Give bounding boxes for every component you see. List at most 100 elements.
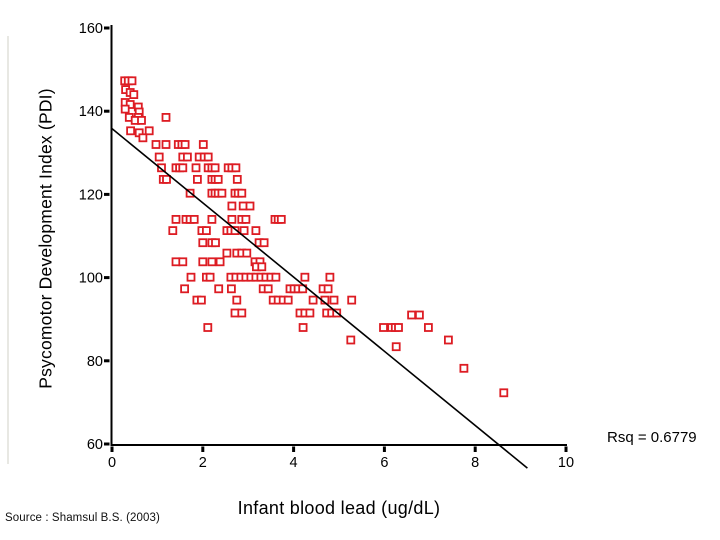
scatter-point bbox=[189, 214, 199, 224]
scatter-point bbox=[257, 262, 267, 272]
scatter-point bbox=[347, 295, 357, 305]
scatter-point bbox=[237, 308, 247, 318]
scatter-point bbox=[251, 226, 261, 236]
scatter-point bbox=[499, 388, 509, 398]
scatter-point bbox=[300, 272, 310, 282]
scatter-point bbox=[207, 214, 217, 224]
scatter-point bbox=[198, 238, 208, 248]
x-tick-label: 2 bbox=[199, 455, 207, 471]
scatter-point bbox=[192, 174, 202, 184]
slide-edge-line bbox=[7, 36, 9, 464]
scatter-point bbox=[230, 226, 240, 236]
scatter-point bbox=[137, 116, 146, 125]
scatter-point bbox=[298, 323, 308, 332]
scatter-point bbox=[459, 363, 469, 373]
scatter-point bbox=[191, 163, 201, 173]
scatter-point bbox=[178, 163, 188, 173]
scatter-point bbox=[217, 188, 227, 198]
rsq-annotation: Rsq = 0.6779 bbox=[607, 429, 697, 446]
scatter-point bbox=[414, 310, 424, 320]
y-tick-label: 160 bbox=[79, 21, 103, 37]
y-tick-label: 80 bbox=[87, 354, 103, 370]
scatter-point bbox=[171, 214, 181, 224]
scatter-point bbox=[127, 76, 137, 86]
regression-line bbox=[111, 128, 528, 469]
y-tick-label: 120 bbox=[79, 187, 103, 203]
scatter-point bbox=[237, 188, 247, 198]
scatter-point bbox=[210, 163, 220, 173]
scatter-point bbox=[407, 310, 417, 320]
scatter-point bbox=[379, 323, 388, 332]
scatter-point bbox=[213, 174, 223, 184]
scatter-point bbox=[168, 226, 178, 236]
scatter-point bbox=[186, 272, 196, 282]
x-tick-label: 10 bbox=[558, 455, 574, 471]
scatter-point bbox=[232, 295, 242, 305]
scatter-point bbox=[161, 113, 171, 122]
scatter-point bbox=[207, 257, 217, 267]
scatter-point bbox=[161, 140, 171, 149]
scatter-point bbox=[394, 323, 403, 332]
scatter-point bbox=[325, 272, 335, 282]
y-tick-label: 60 bbox=[87, 437, 103, 453]
scatter-point bbox=[203, 152, 213, 162]
scatter-point bbox=[329, 295, 339, 305]
scatter-point bbox=[138, 133, 148, 143]
scatter-point bbox=[239, 226, 249, 236]
scatter-point bbox=[423, 323, 433, 332]
x-tick-label: 4 bbox=[290, 455, 298, 471]
scatter-point bbox=[203, 323, 213, 332]
x-tick-label: 0 bbox=[108, 455, 116, 471]
scatter-point bbox=[205, 272, 215, 282]
scatter-point bbox=[201, 226, 211, 236]
y-tick-label: 100 bbox=[79, 271, 103, 287]
scatter-point bbox=[227, 201, 237, 211]
scatter-point bbox=[263, 284, 273, 294]
scatter-point bbox=[198, 257, 208, 267]
scatter-point bbox=[182, 152, 192, 162]
scatter-point bbox=[162, 174, 171, 184]
scatter-point bbox=[211, 238, 220, 248]
scatter-point bbox=[126, 126, 135, 136]
y-tick-label: 140 bbox=[79, 104, 103, 120]
scatter-point bbox=[227, 214, 237, 224]
scatter-point bbox=[276, 214, 286, 224]
scatter-point bbox=[222, 248, 232, 258]
x-axis-title: Infant blood lead (ug/dL) bbox=[237, 498, 441, 518]
scatter-point bbox=[226, 284, 236, 294]
scatter-point bbox=[391, 342, 401, 352]
scatter-point bbox=[232, 174, 242, 184]
scatter-point bbox=[125, 100, 135, 109]
scatter-point bbox=[283, 295, 293, 305]
scatter-point bbox=[129, 90, 139, 99]
scatter-point bbox=[120, 104, 130, 114]
scatter-point bbox=[154, 152, 164, 162]
scatter-point bbox=[305, 308, 315, 318]
scatter-point bbox=[271, 272, 281, 282]
x-tick-label: 8 bbox=[471, 455, 479, 471]
scatter-point bbox=[241, 214, 251, 224]
scatter-point bbox=[144, 126, 154, 136]
scatter-point bbox=[242, 248, 252, 258]
x-tick-label: 6 bbox=[380, 455, 388, 471]
scatter-point bbox=[180, 284, 190, 294]
scatter-point bbox=[178, 257, 188, 267]
scatter-point bbox=[346, 335, 356, 345]
scatter-point bbox=[245, 201, 255, 211]
scatter-point bbox=[151, 140, 161, 149]
scatter-point bbox=[196, 295, 206, 305]
scatter-point bbox=[323, 284, 333, 294]
scatter-point bbox=[443, 335, 453, 345]
scatter-point bbox=[215, 257, 225, 267]
source-note: Source : Shamsul B.S. (2003) bbox=[5, 512, 160, 524]
scatter-point bbox=[231, 163, 241, 173]
scatter-point bbox=[157, 163, 166, 173]
scatter-point bbox=[259, 238, 269, 248]
y-axis-title: Psycomotor Development Index (PDI) bbox=[35, 88, 56, 389]
scatter-point bbox=[180, 140, 190, 149]
scatter-point bbox=[198, 140, 208, 149]
scatter-point bbox=[214, 284, 224, 294]
scatter-point bbox=[308, 295, 318, 305]
